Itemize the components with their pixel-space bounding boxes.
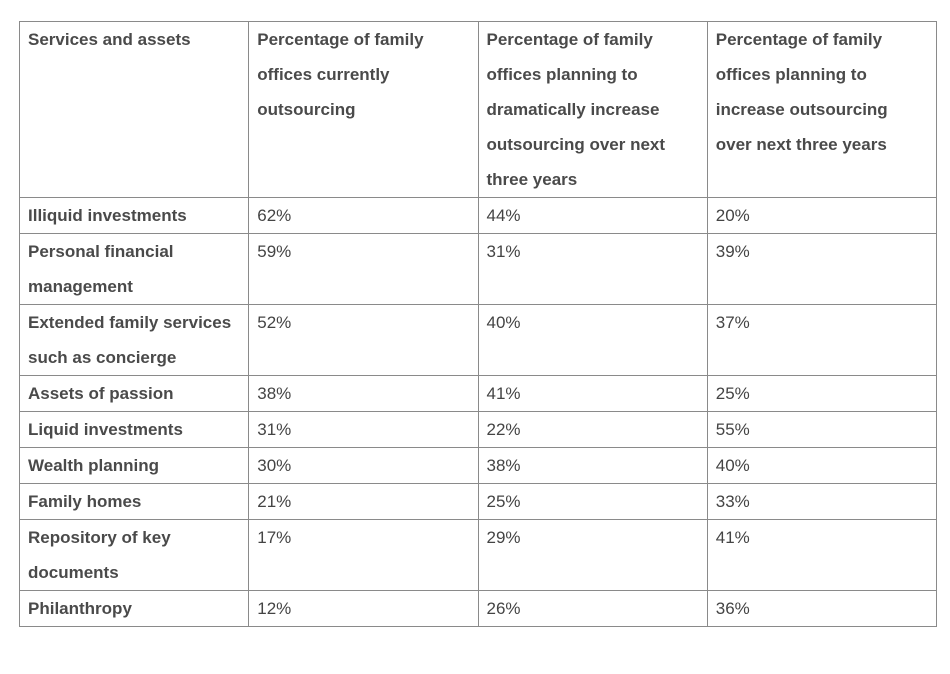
- data-table: Services and assets Percentage of family …: [18, 21, 938, 627]
- row-label: Assets of passion: [18, 375, 250, 412]
- header-cell: Services and assets: [18, 21, 250, 198]
- value-cell: 26%: [477, 590, 708, 627]
- row-label: Illiquid investments: [18, 197, 250, 234]
- value-cell: 41%: [706, 519, 938, 591]
- table-row: Personal financial management 59% 31% 39%: [18, 233, 938, 305]
- row-label: Repository of key documents: [18, 519, 250, 591]
- value-cell: 12%: [248, 590, 479, 627]
- value-cell: 62%: [248, 197, 479, 234]
- row-label: Family homes: [18, 483, 250, 520]
- table-body: Services and assets Percentage of family …: [18, 21, 938, 627]
- value-cell: 40%: [706, 447, 938, 484]
- value-cell: 38%: [477, 447, 708, 484]
- value-cell: 30%: [248, 447, 479, 484]
- header-cell: Percentage of family offices planning to…: [477, 21, 708, 198]
- value-cell: 44%: [477, 197, 708, 234]
- table-row: Extended family services such as concier…: [18, 304, 938, 376]
- value-cell: 52%: [248, 304, 479, 376]
- table-row: Assets of passion 38% 41% 25%: [18, 375, 938, 412]
- value-cell: 39%: [706, 233, 938, 305]
- value-cell: 20%: [706, 197, 938, 234]
- header-row: Services and assets Percentage of family …: [18, 21, 938, 198]
- table-row: Philanthropy 12% 26% 36%: [18, 590, 938, 627]
- header-cell: Percentage of family offices planning to…: [706, 21, 938, 198]
- row-label: Extended family services such as concier…: [18, 304, 250, 376]
- row-label: Personal financial management: [18, 233, 250, 305]
- row-label: Philanthropy: [18, 590, 250, 627]
- value-cell: 41%: [477, 375, 708, 412]
- value-cell: 31%: [477, 233, 708, 305]
- value-cell: 33%: [706, 483, 938, 520]
- value-cell: 22%: [477, 411, 708, 448]
- value-cell: 31%: [248, 411, 479, 448]
- value-cell: 40%: [477, 304, 708, 376]
- table-row: Liquid investments 31% 22% 55%: [18, 411, 938, 448]
- value-cell: 17%: [248, 519, 479, 591]
- value-cell: 55%: [706, 411, 938, 448]
- value-cell: 38%: [248, 375, 479, 412]
- row-label: Wealth planning: [18, 447, 250, 484]
- row-label: Liquid investments: [18, 411, 250, 448]
- value-cell: 29%: [477, 519, 708, 591]
- value-cell: 59%: [248, 233, 479, 305]
- header-cell: Percentage of family offices currently o…: [248, 21, 479, 198]
- value-cell: 25%: [477, 483, 708, 520]
- table-row: Family homes 21% 25% 33%: [18, 483, 938, 520]
- table-row: Wealth planning 30% 38% 40%: [18, 447, 938, 484]
- value-cell: 37%: [706, 304, 938, 376]
- table-row: Illiquid investments 62% 44% 20%: [18, 197, 938, 234]
- value-cell: 21%: [248, 483, 479, 520]
- table-row: Repository of key documents 17% 29% 41%: [18, 519, 938, 591]
- value-cell: 25%: [706, 375, 938, 412]
- value-cell: 36%: [706, 590, 938, 627]
